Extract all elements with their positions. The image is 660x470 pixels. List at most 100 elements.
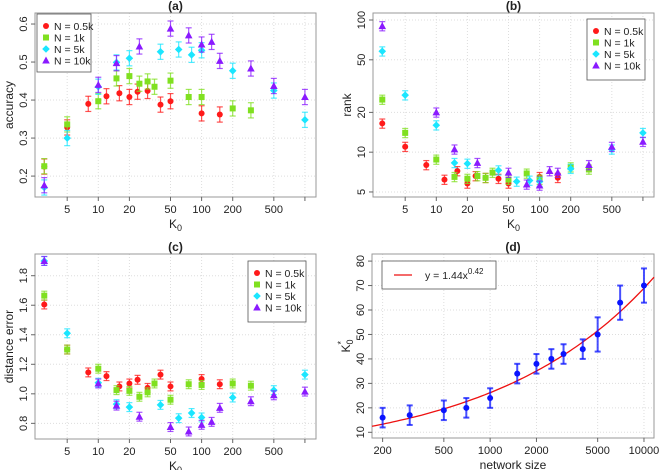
plot-frame <box>34 12 317 198</box>
data-point <box>523 170 530 177</box>
x-axis-label-subscript: 0 <box>177 223 182 233</box>
legend-marker-icon <box>43 34 49 41</box>
data-point <box>270 81 278 89</box>
x-tick-label: 10 <box>92 204 104 216</box>
panel-title: (b) <box>506 0 521 13</box>
legend-label: N = 1k <box>265 280 296 292</box>
data-point <box>378 47 387 56</box>
y-tick-label: 1.6 <box>18 298 30 313</box>
data-point <box>216 56 224 64</box>
data-point <box>504 168 513 176</box>
data-point <box>166 24 175 32</box>
x-tick-label: 10 <box>92 446 104 458</box>
data-point <box>463 404 470 411</box>
legend-label-exponent: 0.42 <box>468 267 484 276</box>
legend-label: N = 1k <box>604 38 635 50</box>
data-point <box>423 161 430 168</box>
y-tick-label: 50 <box>355 328 367 340</box>
x-axis-label: K0 <box>169 217 182 233</box>
data-point <box>229 105 236 112</box>
data-point <box>113 387 120 394</box>
y-tick-label: 1.8 <box>18 268 30 283</box>
data-point <box>535 181 544 189</box>
data-point <box>379 414 386 421</box>
x-tick-label: 500 <box>265 204 283 216</box>
data-point <box>512 177 521 186</box>
data-point <box>135 412 144 420</box>
data-point <box>126 94 133 101</box>
data-point <box>247 107 254 114</box>
data-point <box>85 100 92 107</box>
panel-title: (c) <box>168 240 183 254</box>
y-axis-label-subscript: 0 <box>345 339 355 344</box>
data-point <box>126 387 133 394</box>
data-point <box>198 381 205 388</box>
data-point <box>433 156 440 163</box>
data-point <box>187 51 196 59</box>
data-point <box>125 54 134 63</box>
data-point <box>40 256 49 264</box>
data-point <box>228 393 237 402</box>
data-point <box>441 176 448 183</box>
plot-frame <box>371 253 655 439</box>
data-point <box>156 401 165 409</box>
data-point <box>505 176 512 183</box>
x-axis-label-subscript: 0 <box>515 223 520 233</box>
series-n-1k <box>41 67 254 175</box>
legend-label: N = 0.5k <box>265 268 305 280</box>
x-axis-label-subscript: 0 <box>177 465 182 470</box>
y-tick-label: 50 <box>356 54 368 66</box>
legend-marker-icon <box>593 39 599 46</box>
legend-label: N = 10k <box>265 303 302 315</box>
data-point <box>432 108 441 116</box>
panel-title: (d) <box>505 240 520 254</box>
y-tick-label: 60 <box>355 304 367 316</box>
panel-d: 200 500 1000 2000 5000 10000 10 20 30 40 50 60 70 80 (… <box>336 240 659 470</box>
data-point <box>402 129 409 136</box>
x-axis-label: K0 <box>507 217 520 233</box>
data-point <box>94 379 103 387</box>
x-tick-label: 5 <box>64 204 70 216</box>
y-axis-label-main: K <box>339 345 353 353</box>
data-point <box>197 413 206 422</box>
y-tick-label: 100 <box>356 11 368 29</box>
data-point <box>167 383 174 390</box>
data-point <box>207 37 216 45</box>
data-point <box>514 370 521 377</box>
data-point <box>41 301 48 308</box>
panel-a: 5 10 20 50 100 200 500 0.2 0.3 0.4 0.5 0.6 (a) K0 accu… <box>2 0 317 233</box>
data-point <box>112 401 121 409</box>
x-tick-label: 10 <box>430 204 442 216</box>
legend-label: N = 1k <box>54 33 85 45</box>
data-point <box>187 409 196 417</box>
x-tick-label: 500 <box>265 446 283 458</box>
x-axis-label-main: K <box>507 217 515 231</box>
data-point <box>63 134 71 142</box>
data-point <box>474 173 481 180</box>
data-point <box>270 391 278 399</box>
data-point <box>174 414 183 422</box>
data-point <box>406 412 413 419</box>
legend-label-main: y = 1.44x <box>425 270 469 282</box>
data-point <box>40 181 49 189</box>
legend-marker-icon <box>593 28 599 34</box>
x-tick-label: 5000 <box>585 445 609 457</box>
legend-marker-icon <box>254 270 260 276</box>
y-tick-label: 10 <box>356 146 368 158</box>
series-n-1k <box>379 94 592 186</box>
data-point <box>247 397 255 405</box>
x-tick-label: 100 <box>192 204 210 216</box>
data-point <box>522 180 531 188</box>
data-point <box>125 403 134 411</box>
data-point <box>198 94 205 101</box>
data-point <box>113 75 120 82</box>
data-point <box>184 31 193 39</box>
x-tick-label: 100 <box>192 446 210 458</box>
data-point <box>95 98 102 105</box>
x-tick-label: 200 <box>373 445 391 457</box>
legend-label: N = 5k <box>604 49 635 61</box>
y-tick-label: 10 <box>355 426 367 438</box>
data-point <box>450 145 459 153</box>
y-tick-label: 0.3 <box>18 130 30 145</box>
